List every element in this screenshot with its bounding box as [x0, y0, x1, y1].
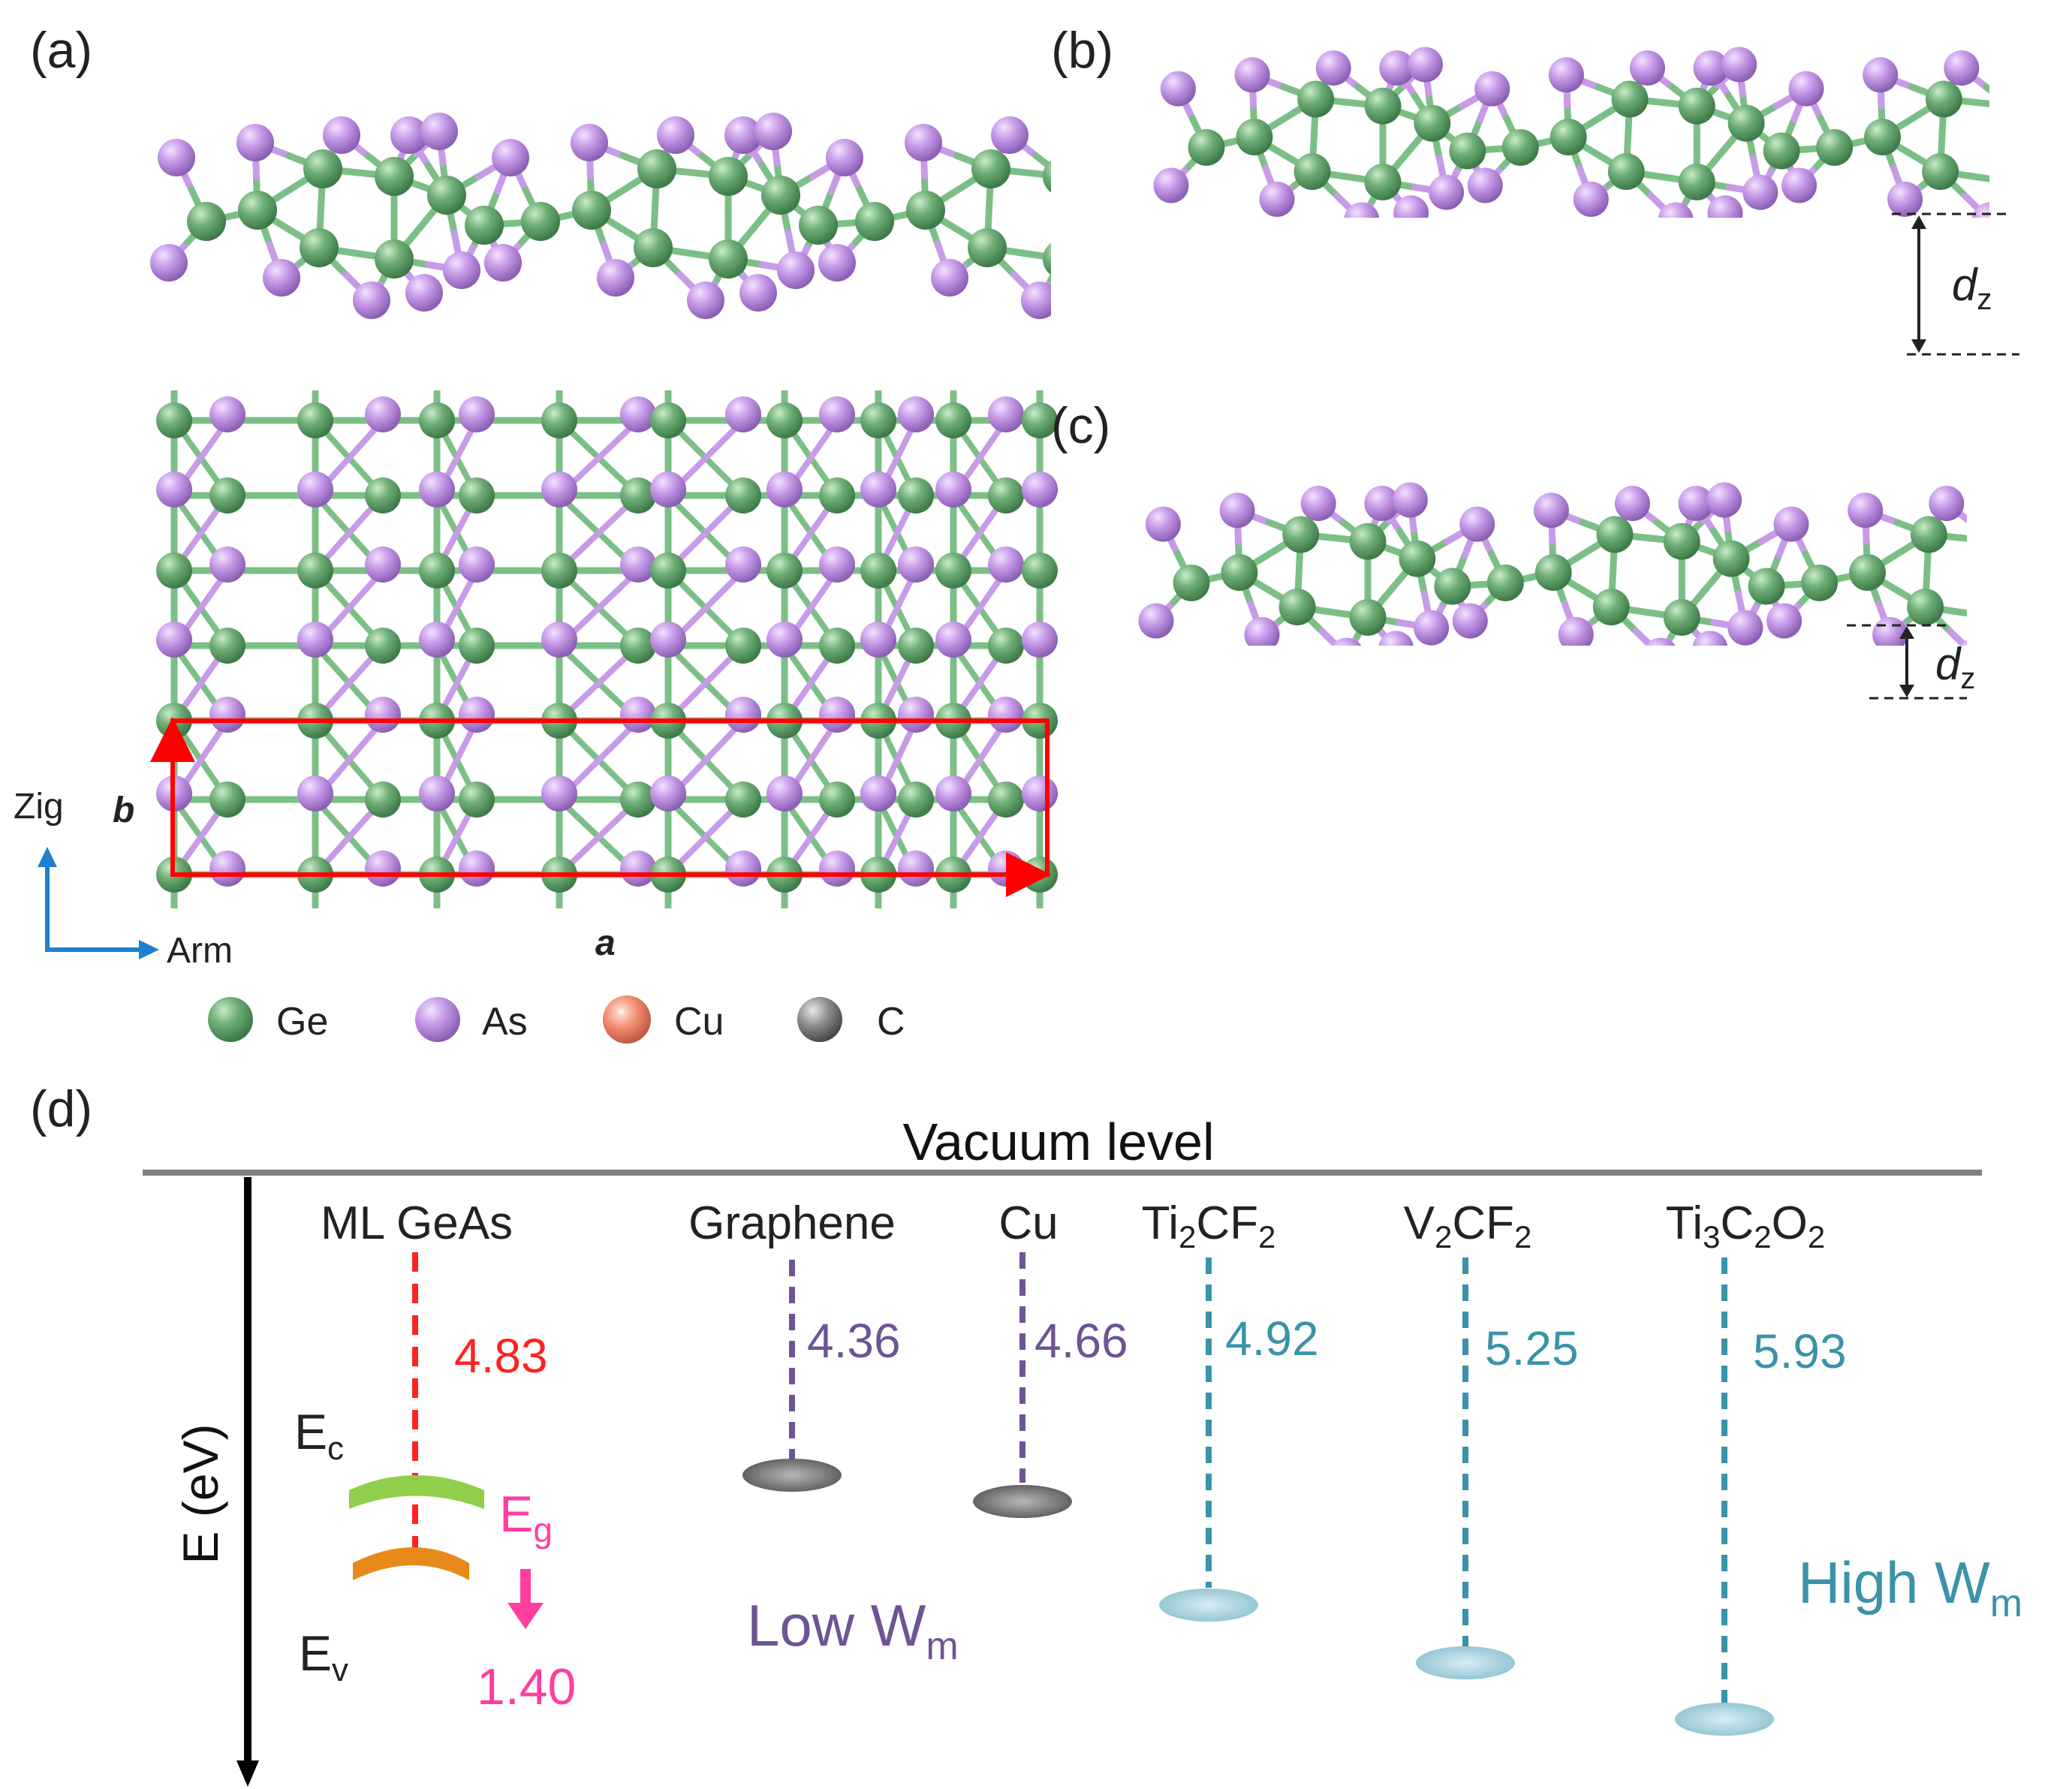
lattice-b-label: b [113, 791, 134, 830]
legend-as-swatch [415, 997, 460, 1042]
eg-label: Eg [499, 1486, 553, 1550]
legend: Ge As Cu C [208, 995, 905, 1044]
fermi-graphene [742, 1459, 842, 1492]
panel-label-d: (d) [30, 1080, 92, 1137]
energy-axis-label: E (eV) [173, 1423, 228, 1564]
material-ml-geas: ML GeAs [321, 1197, 513, 1249]
fermi-ti3c2o2 [1675, 1703, 1774, 1736]
value-geas: 4.83 [454, 1329, 548, 1383]
fermi-ti2cf2 [1159, 1589, 1258, 1622]
legend-cu-swatch [603, 995, 651, 1044]
eg-arrow [507, 1569, 544, 1629]
value-ti2cf2: 4.92 [1225, 1312, 1319, 1366]
material-v2cf2: V2CF2 [1404, 1197, 1532, 1254]
dz-annotation-b [1892, 212, 2019, 356]
panel-label-c: (c) [1051, 397, 1110, 454]
dz-annotation-c [1847, 624, 1967, 700]
energy-diagram: Vacuum level E (eV) ML GeAs Graphene Cu … [143, 1113, 2022, 1787]
low-wm-label: Low Wm [747, 1592, 959, 1668]
value-v2cf2: 5.25 [1485, 1321, 1579, 1375]
arm-label: Arm [167, 931, 233, 971]
legend-c-label: C [877, 1000, 905, 1044]
fermi-cu [973, 1485, 1072, 1518]
structure-c [1138, 482, 1967, 646]
valence-band-edge [353, 1547, 469, 1580]
material-graphene: Graphene [688, 1197, 896, 1249]
zig-label: Zig [14, 787, 64, 827]
material-ti3c2o2: Ti3C2O2 [1666, 1197, 1825, 1254]
structure-b [1153, 47, 1989, 218]
legend-ge-swatch [208, 997, 253, 1042]
value-ti3c2o2: 5.93 [1753, 1324, 1847, 1378]
ev-label: Ev [299, 1625, 348, 1688]
vacuum-level-label: Vacuum level [902, 1113, 1214, 1171]
value-graphene: 4.36 [807, 1314, 901, 1368]
panel-label-a: (a) [30, 22, 92, 79]
high-wm-label: High Wm [1798, 1550, 2022, 1625]
unit-cell [150, 717, 1051, 897]
dz-label-b: dz [1952, 260, 1992, 316]
legend-ge-label: Ge [276, 1000, 328, 1044]
ec-label: Ec [294, 1404, 344, 1467]
structure-a-side [150, 113, 1051, 319]
value-cu: 4.66 [1034, 1314, 1128, 1368]
zig-arm-axes [38, 847, 159, 959]
dz-label-c: dz [1935, 639, 1975, 695]
conduction-band-edge [349, 1475, 484, 1509]
legend-as-label: As [482, 1000, 528, 1044]
eg-value: 1.40 [477, 1658, 576, 1715]
fermi-v2cf2 [1416, 1646, 1515, 1679]
panel-label-b: (b) [1051, 22, 1113, 79]
lattice-a-label: a [595, 923, 616, 963]
legend-c-swatch [797, 997, 842, 1042]
legend-cu-label: Cu [674, 1000, 724, 1044]
material-cu: Cu [998, 1197, 1058, 1249]
structure-a-top [156, 390, 1058, 908]
material-ti2cf2: Ti2CF2 [1142, 1197, 1276, 1254]
